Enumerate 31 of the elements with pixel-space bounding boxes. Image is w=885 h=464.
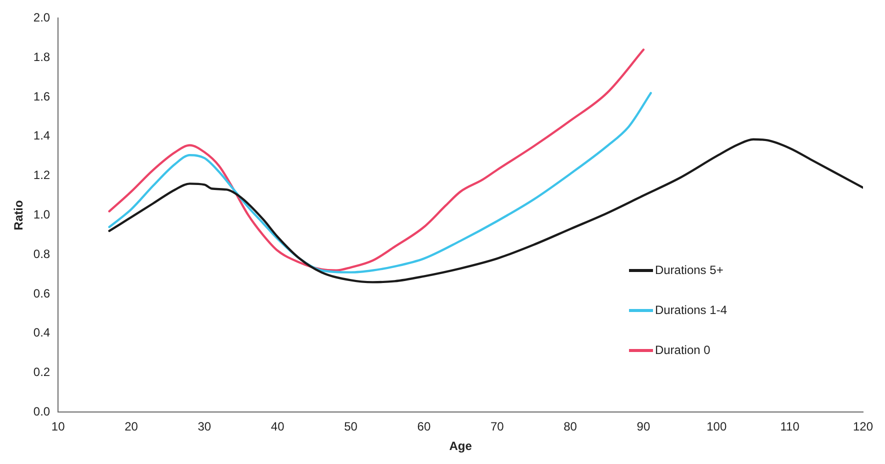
x-tick-label: 20 [124, 420, 138, 434]
y-tick-label: 0.2 [33, 365, 50, 380]
x-tick-label: 90 [636, 420, 650, 434]
y-tick-label: 0.4 [33, 326, 50, 340]
line-series [108, 92, 652, 274]
x-tick-label: 30 [198, 420, 212, 434]
y-tick-label: 1.8 [33, 50, 50, 64]
x-tick-label: 10 [51, 420, 66, 434]
x-tick-label: 120 [852, 420, 874, 434]
y-tick-label: 1.0 [33, 208, 50, 222]
line-series [108, 138, 863, 284]
x-tick-label: 40 [270, 420, 285, 434]
x-tick-label: 80 [564, 420, 578, 434]
y-tick-label: 1.6 [33, 89, 50, 104]
legend-label: Durations 1-4 [654, 303, 727, 317]
y-axis-title: Ratio [12, 200, 26, 230]
x-tick-label: 70 [490, 420, 504, 434]
x-tick-label: 110 [780, 420, 800, 434]
x-tick-label: 50 [344, 420, 358, 434]
y-tick-label: 0.0 [33, 404, 50, 419]
y-tick-label: 1.4 [33, 128, 50, 143]
x-tick-label: 100 [706, 420, 727, 434]
legend-label: Durations 5+ [654, 263, 724, 277]
legend-label: Duration 0 [654, 343, 710, 357]
y-tick-label: 1.2 [33, 168, 50, 182]
y-tick-label: 0.8 [33, 246, 50, 261]
x-tick-label: 60 [417, 420, 431, 434]
line-series [108, 48, 645, 272]
x-axis-title: Age [449, 439, 472, 454]
y-tick-label: 2.0 [33, 10, 50, 25]
y-tick-label: 0.6 [33, 286, 50, 300]
